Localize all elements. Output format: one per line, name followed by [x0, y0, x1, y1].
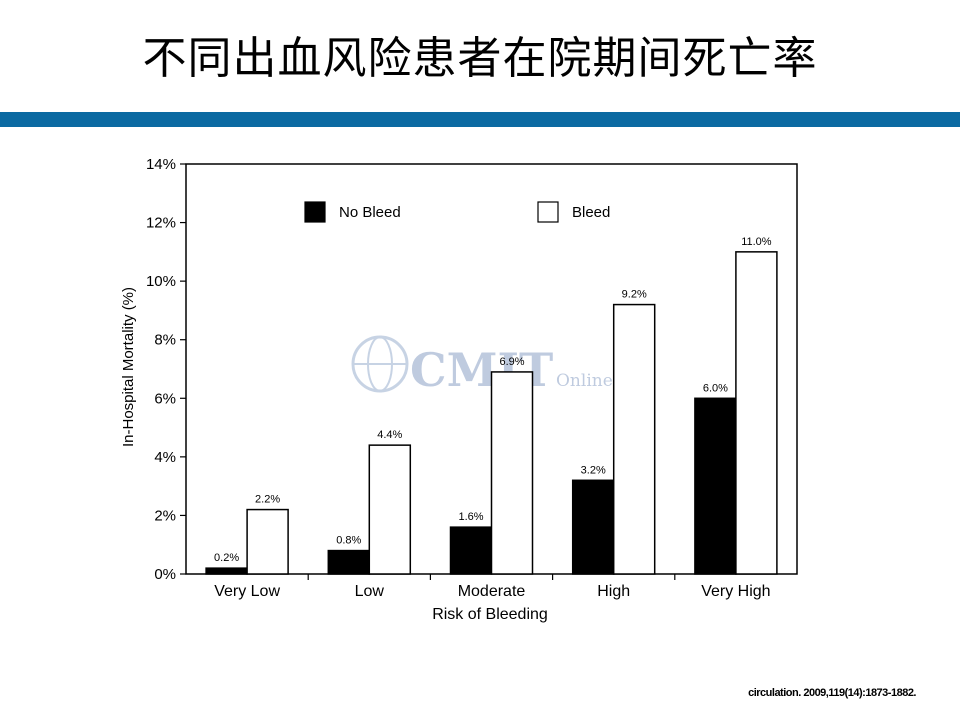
y-tick-label: 12%: [146, 215, 176, 232]
watermark: CMIT Online: [351, 335, 613, 397]
y-tick-label: 14%: [146, 156, 176, 173]
bar-bleed: [735, 251, 778, 575]
bar-bleed: [490, 371, 534, 575]
data-label: 3.2%: [581, 464, 606, 476]
y-tick-label: 2%: [154, 507, 176, 524]
y-axis-label: In-Hospital Mortality (%): [120, 287, 137, 447]
bar-bleed: [612, 303, 656, 575]
globe-icon: [351, 335, 409, 393]
data-label: 2.2%: [255, 494, 280, 506]
data-label: 4.4%: [377, 429, 402, 441]
title-accent-bar: [0, 112, 960, 127]
y-tick-label: 10%: [146, 273, 176, 290]
chart-bars: 0.2% 2.2% 0.8% 4.4% 1.6% 6.9% 3.2% 9.2% 6.0% 11.0…: [205, 236, 778, 575]
watermark-subtext: Online: [556, 371, 613, 391]
x-tick-label: Low: [355, 583, 385, 600]
bar-no-bleed: [694, 397, 737, 575]
y-tick-label: 0%: [154, 566, 176, 583]
legend-label: Bleed: [572, 204, 610, 221]
data-label: 9.2%: [622, 289, 647, 301]
bar-no-bleed: [571, 479, 615, 575]
bar-bleed: [246, 508, 289, 575]
data-label: 1.6%: [458, 511, 483, 523]
legend-label: No Bleed: [339, 204, 401, 221]
legend-swatch: [304, 201, 326, 223]
bar-no-bleed: [327, 549, 371, 575]
bar-no-bleed: [449, 526, 493, 575]
y-tick-label: 4%: [154, 449, 176, 466]
x-tick-label: Very Low: [214, 583, 280, 600]
data-label: 11.0%: [741, 236, 772, 248]
bar-no-bleed: [205, 567, 248, 575]
globe-meridian: [367, 336, 393, 392]
data-label: 6.9%: [499, 356, 524, 368]
x-tick-label: Very High: [701, 583, 770, 600]
chart-legend: No Bleed Bleed: [304, 201, 610, 223]
bar-bleed: [368, 444, 412, 575]
citation: circulation. 2009,119(14):1873-1882.: [748, 687, 916, 699]
data-label: 6.0%: [703, 382, 728, 394]
x-axis-label: Risk of Bleeding: [432, 606, 548, 623]
y-tick-label: 8%: [154, 332, 176, 349]
y-tick-label: 6%: [154, 390, 176, 407]
x-tick-label: Moderate: [458, 583, 526, 600]
x-tick-label: High: [597, 583, 630, 600]
legend-swatch: [537, 201, 559, 223]
data-label: 0.2%: [214, 552, 239, 564]
data-label: 0.8%: [336, 535, 361, 547]
slide-title: 不同出血风险患者在院期间死亡率: [142, 33, 818, 84]
